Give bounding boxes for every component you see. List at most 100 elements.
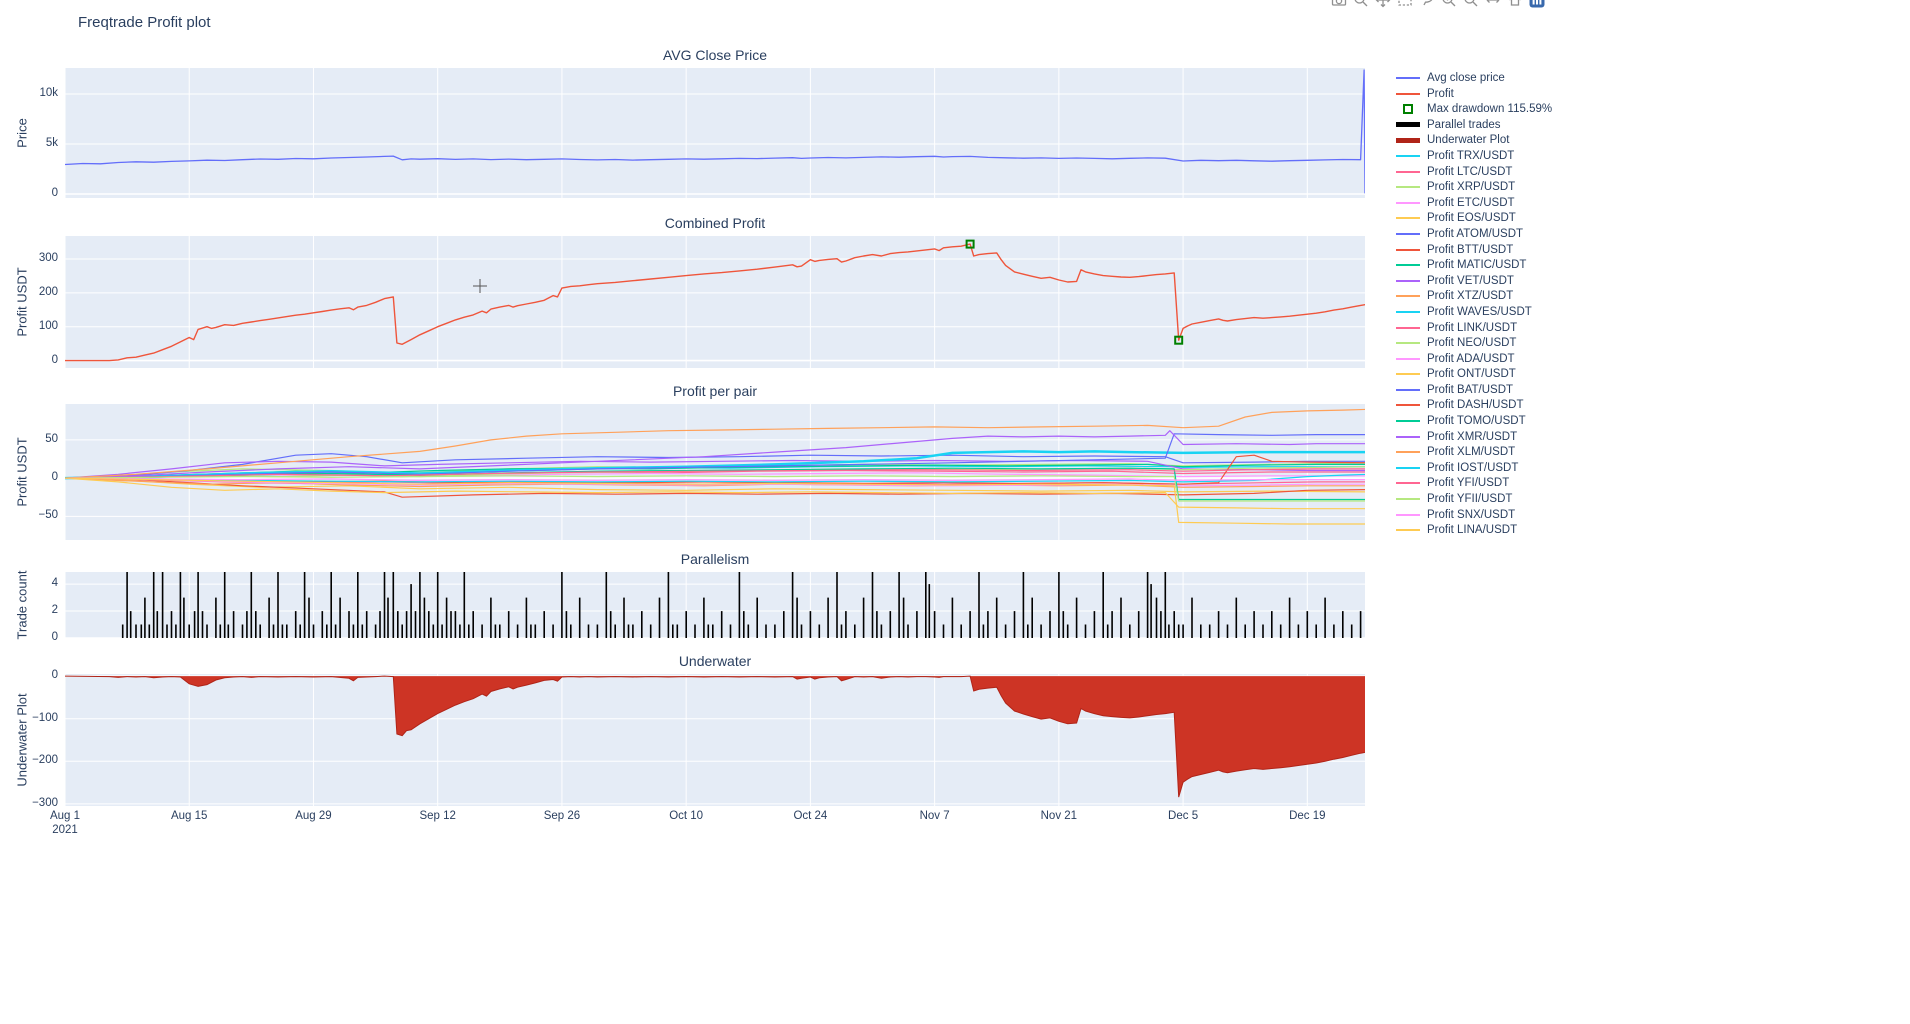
- parallelism-title: Parallelism: [680, 551, 750, 567]
- legend-item-label: Underwater Plot: [1427, 134, 1510, 147]
- legend-item-profit-ltc-usdt[interactable]: Profit LTC/USDT: [1396, 166, 1552, 178]
- legend-item-profit-tomo-usdt[interactable]: Profit TOMO/USDT: [1396, 415, 1552, 427]
- legend-item-profit-waves-usdt[interactable]: Profit WAVES/USDT: [1396, 306, 1552, 318]
- legend-item-label: Profit XMR/USDT: [1427, 430, 1518, 443]
- line-swatch: [1396, 326, 1420, 329]
- line-swatch: [1396, 482, 1420, 485]
- line-swatch: [1396, 310, 1420, 313]
- plotly-logo[interactable]: [1528, 0, 1546, 9]
- legend-swatch: [1396, 322, 1420, 334]
- x-tick-label: Aug 15: [170, 810, 208, 822]
- y-tick-label: 50: [45, 432, 58, 445]
- profit-per-pair-plot-area[interactable]: [65, 404, 1365, 540]
- legend-item-label: Profit TOMO/USDT: [1427, 415, 1526, 428]
- legend-item-label: Profit DASH/USDT: [1427, 399, 1524, 412]
- combined-profit-plot-area[interactable]: [65, 236, 1365, 368]
- legend-item-profit-ont-usdt[interactable]: Profit ONT/USDT: [1396, 368, 1552, 380]
- legend-item-profit-btt-usdt[interactable]: Profit BTT/USDT: [1396, 244, 1552, 256]
- legend-item-label: Profit EOS/USDT: [1427, 212, 1516, 225]
- underwater-title: Underwater: [678, 653, 752, 669]
- legend-item-profit-xlm-usdt[interactable]: Profit XLM/USDT: [1396, 446, 1552, 458]
- legend-item-label: Profit LINA/USDT: [1427, 524, 1518, 537]
- legend-item-profit-matic-usdt[interactable]: Profit MATIC/USDT: [1396, 259, 1552, 271]
- x-tick-label: Nov 7: [919, 810, 950, 822]
- legend-item-label: Profit LINK/USDT: [1427, 321, 1518, 334]
- line-swatch: [1396, 404, 1420, 407]
- zoom-icon[interactable]: [1352, 0, 1370, 9]
- x-tick-sublabel: 2021: [52, 824, 78, 836]
- y-tick-label: 2: [51, 604, 58, 617]
- legend-item-profit-bat-usdt[interactable]: Profit BAT/USDT: [1396, 384, 1552, 396]
- legend-item-label: Profit ADA/USDT: [1427, 352, 1515, 365]
- legend-item-profit-dash-usdt[interactable]: Profit DASH/USDT: [1396, 399, 1552, 411]
- y-tick-label: 5k: [45, 137, 58, 149]
- legend-item-label: Profit MATIC/USDT: [1427, 259, 1527, 272]
- line-swatch: [1396, 154, 1420, 157]
- camera-icon[interactable]: [1330, 0, 1348, 9]
- y-tick-label: 0: [51, 353, 58, 366]
- zoom-in-icon[interactable]: [1440, 0, 1458, 9]
- parallelism-plot-area[interactable]: [65, 572, 1365, 638]
- legend-item-profit-trx-usdt[interactable]: Profit TRX/USDT: [1396, 150, 1552, 162]
- legend-item-label: Avg close price: [1427, 72, 1505, 84]
- legend-item-underwater-plot[interactable]: Underwater Plot: [1396, 134, 1552, 146]
- avg-close-price-title: AVG Close Price: [663, 47, 767, 63]
- legend-item-profit-yfii-usdt[interactable]: Profit YFII/USDT: [1396, 493, 1552, 505]
- legend-swatch: [1396, 181, 1420, 193]
- legend-item-label: Profit VET/USDT: [1427, 274, 1514, 287]
- y-tick-label: 200: [38, 285, 58, 298]
- y-tick-label: −200: [32, 754, 58, 767]
- zoom-out-icon[interactable]: [1462, 0, 1480, 9]
- y-tick-label: 0: [51, 669, 58, 682]
- legend-swatch: [1396, 493, 1420, 505]
- legend-item-parallel-trades[interactable]: Parallel trades: [1396, 119, 1552, 131]
- legend-item-label: Profit BAT/USDT: [1427, 383, 1514, 396]
- line-swatch: [1396, 466, 1420, 469]
- legend-swatch: [1396, 290, 1420, 302]
- legend-swatch: [1396, 212, 1420, 224]
- legend-item-avg-close-price[interactable]: Avg close price: [1396, 72, 1552, 84]
- legend-item-profit-iost-usdt[interactable]: Profit IOST/USDT: [1396, 462, 1552, 474]
- legend-item-profit-vet-usdt[interactable]: Profit VET/USDT: [1396, 275, 1552, 287]
- legend-swatch: [1396, 103, 1420, 115]
- y-tick-label: 0: [51, 187, 58, 199]
- box-select-icon[interactable]: [1396, 0, 1414, 9]
- line-swatch: [1396, 388, 1420, 391]
- legend-item-profit-neo-usdt[interactable]: Profit NEO/USDT: [1396, 337, 1552, 349]
- legend-item-label: Profit ETC/USDT: [1427, 196, 1515, 209]
- drawdown-marker-swatch: [1403, 104, 1413, 115]
- legend-item-profit-xrp-usdt[interactable]: Profit XRP/USDT: [1396, 181, 1552, 193]
- avg-close-price-plot-area[interactable]: [65, 68, 1365, 198]
- legend-item-profit[interactable]: Profit: [1396, 88, 1552, 100]
- legend-item-profit-etc-usdt[interactable]: Profit ETC/USDT: [1396, 197, 1552, 209]
- pan-icon[interactable]: [1374, 0, 1392, 9]
- legend-item-label: Profit YFII/USDT: [1427, 493, 1513, 506]
- reset-axes-icon[interactable]: [1506, 0, 1524, 9]
- legend-swatch: [1396, 228, 1420, 240]
- y-tick-label: −300: [32, 796, 58, 809]
- legend-item-max-drawdown-115-59-[interactable]: Max drawdown 115.59%: [1396, 103, 1552, 115]
- legend-swatch: [1396, 431, 1420, 443]
- legend-item-label: Profit WAVES/USDT: [1427, 305, 1532, 318]
- x-tick-label: Oct 24: [793, 810, 828, 822]
- autoscale-icon[interactable]: [1484, 0, 1502, 9]
- legend-item-profit-ada-usdt[interactable]: Profit ADA/USDT: [1396, 353, 1552, 365]
- underwater-plot-area[interactable]: [65, 674, 1365, 806]
- legend-item-profit-lina-usdt[interactable]: Profit LINA/USDT: [1396, 524, 1552, 536]
- y-tick-label: −50: [38, 509, 58, 522]
- legend-swatch: [1396, 384, 1420, 396]
- legend-item-profit-atom-usdt[interactable]: Profit ATOM/USDT: [1396, 228, 1552, 240]
- legend-swatch: [1396, 72, 1420, 84]
- legend-swatch: [1396, 509, 1420, 521]
- legend-item-profit-link-usdt[interactable]: Profit LINK/USDT: [1396, 322, 1552, 334]
- legend-item-profit-snx-usdt[interactable]: Profit SNX/USDT: [1396, 509, 1552, 521]
- legend-item-label: Profit XTZ/USDT: [1427, 290, 1514, 303]
- legend-item-profit-yfi-usdt[interactable]: Profit YFI/USDT: [1396, 477, 1552, 489]
- legend-swatch: [1396, 368, 1420, 380]
- line-swatch: [1396, 498, 1420, 501]
- lasso-icon[interactable]: [1418, 0, 1436, 9]
- legend-swatch: [1396, 166, 1420, 178]
- legend-item-profit-xtz-usdt[interactable]: Profit XTZ/USDT: [1396, 290, 1552, 302]
- legend-item-profit-eos-usdt[interactable]: Profit EOS/USDT: [1396, 212, 1552, 224]
- legend-item-profit-xmr-usdt[interactable]: Profit XMR/USDT: [1396, 431, 1552, 443]
